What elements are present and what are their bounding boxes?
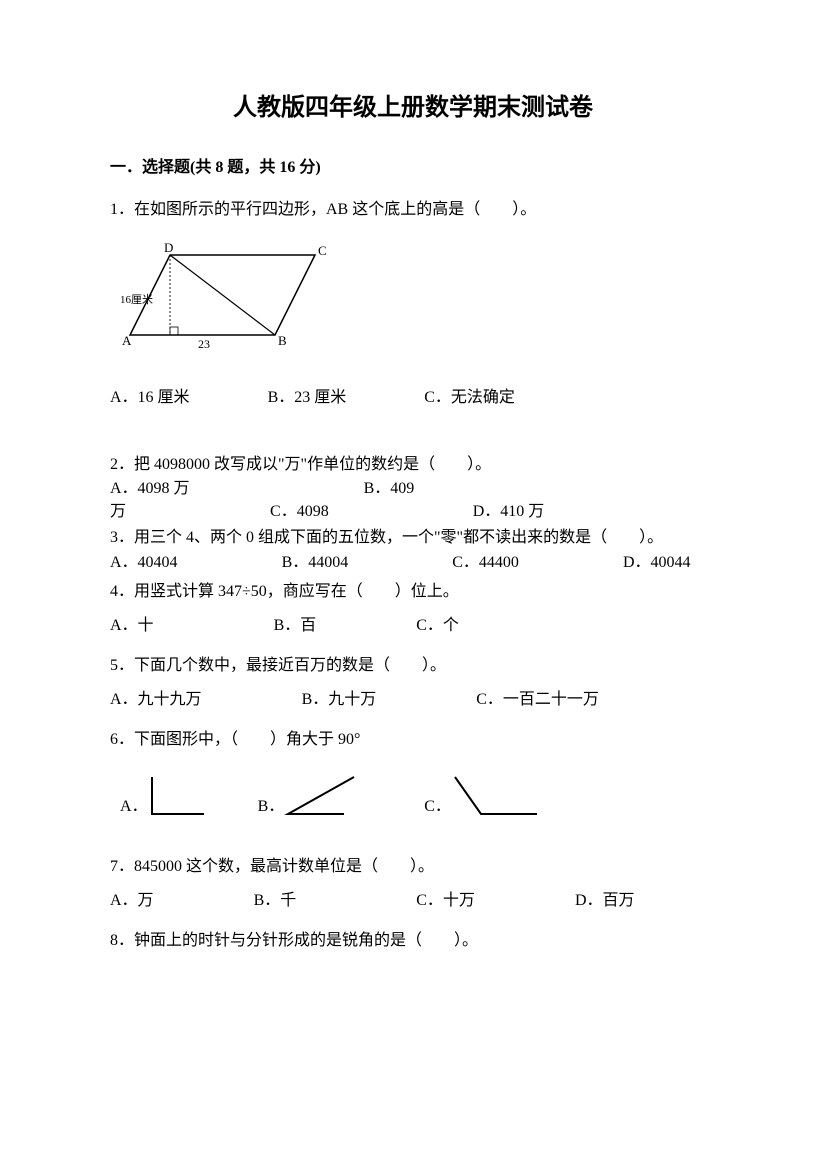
section-1-header: 一．选择题(共 8 题，共 16 分): [110, 156, 716, 180]
svg-text:C: C: [318, 243, 327, 258]
q7-opt-d: D．百万: [575, 889, 635, 913]
q7-opt-a: A．万: [110, 889, 154, 913]
page-title: 人教版四年级上册数学期末测试卷: [110, 90, 716, 126]
q6-label-a: A．: [120, 795, 148, 819]
q3-text: 3．用三个 4、两个 0 组成下面的五位数，一个"零"都不读出来的数是（ ）。: [110, 527, 716, 549]
q1-text: 1．在如图所示的平行四边形，AB 这个底上的高是（ ）。: [110, 198, 716, 222]
q2-opt-d: D．410 万: [473, 503, 545, 520]
q2-text: 2．把 4098000 改写成以"万"作单位的数约是（ ）。: [110, 454, 716, 476]
question-6: 6．下面图形中，（ ）角大于 90° A． B． C．: [110, 728, 716, 819]
q3-opt-a: A．40404: [110, 554, 178, 571]
svg-text:B: B: [278, 333, 287, 348]
q2-opt-a: A．4098 万: [110, 480, 190, 497]
svg-text:23: 23: [198, 337, 210, 351]
q5-opt-a: A．九十九万: [110, 688, 202, 712]
q4-opt-c: C．个: [416, 614, 459, 638]
q5-opt-c: C．一百二十一万: [476, 688, 599, 712]
q6-angle-b: [284, 774, 364, 819]
q6-label-c: C．: [424, 795, 451, 819]
question-7: 7．845000 这个数，最高计数单位是（ ）。 A．万 B．千 C．十万 D．…: [110, 855, 716, 913]
q5-options: A．九十九万 B．九十万 C．一百二十一万: [110, 688, 716, 712]
question-8: 8．钟面上的时针与分针形成的是锐角的是（ ）。: [110, 929, 716, 953]
svg-text:D: D: [164, 240, 173, 255]
q4-opt-b: B．百: [274, 614, 317, 638]
q1-figure: D C A B 16厘米 23: [120, 240, 716, 368]
q3-opt-c: C．44400: [452, 554, 519, 571]
q2-opt-b-part1: B．409: [364, 480, 415, 497]
q2-opt-b-part2: 万: [110, 503, 126, 520]
q4-opt-a: A．十: [110, 614, 154, 638]
question-4: 4．用竖式计算 347÷50，商应写在（ ）位上。 A．十 B．百 C．个: [110, 580, 716, 638]
q4-text: 4．用竖式计算 347÷50，商应写在（ ）位上。: [110, 580, 716, 604]
q1-opt-a: A．16 厘米: [110, 386, 190, 410]
q1-opt-c: C．无法确定: [424, 386, 515, 410]
q7-opt-c: C．十万: [416, 889, 475, 913]
q7-text: 7．845000 这个数，最高计数单位是（ ）。: [110, 855, 716, 879]
q5-text: 5．下面几个数中，最接近百万的数是（ ）。: [110, 654, 716, 678]
q6-text: 6．下面图形中，（ ）角大于 90°: [110, 728, 716, 752]
q7-opt-b: B．千: [254, 889, 297, 913]
question-2: 2．把 4098000 改写成以"万"作单位的数约是（ ）。 A．4098 万 …: [110, 454, 716, 523]
q1-options: A．16 厘米 B．23 厘米 C．无法确定: [110, 386, 716, 410]
q4-options: A．十 B．百 C．个: [110, 614, 716, 638]
svg-text:A: A: [122, 333, 132, 348]
q6-angle-c: [451, 774, 541, 819]
q2-line2: 万 C．4098 D．410 万: [110, 501, 716, 523]
q3-opt-b: B．44004: [282, 554, 349, 571]
question-1: 1．在如图所示的平行四边形，AB 这个底上的高是（ ）。 D C A B 16厘…: [110, 198, 716, 410]
q8-text: 8．钟面上的时针与分针形成的是锐角的是（ ）。: [110, 929, 716, 953]
question-3: 3．用三个 4、两个 0 组成下面的五位数，一个"零"都不读出来的数是（ ）。 …: [110, 527, 716, 574]
q5-opt-b: B．九十万: [302, 688, 377, 712]
question-5: 5．下面几个数中，最接近百万的数是（ ）。 A．九十九万 B．九十万 C．一百二…: [110, 654, 716, 712]
q2-line1: A．4098 万 B．409: [110, 478, 716, 500]
q3-options: A．40404 B．44004 C．44400 D．40044: [110, 552, 716, 574]
q2-opt-c: C．4098: [270, 503, 329, 520]
q1-opt-b: B．23 厘米: [268, 386, 347, 410]
q6-options: A． B． C．: [110, 774, 716, 819]
q7-options: A．万 B．千 C．十万 D．百万: [110, 889, 716, 913]
q3-opt-d: D．40044: [623, 554, 691, 571]
svg-text:16厘米: 16厘米: [120, 293, 153, 306]
q6-label-b: B．: [258, 795, 285, 819]
q6-angle-a: [148, 774, 208, 819]
